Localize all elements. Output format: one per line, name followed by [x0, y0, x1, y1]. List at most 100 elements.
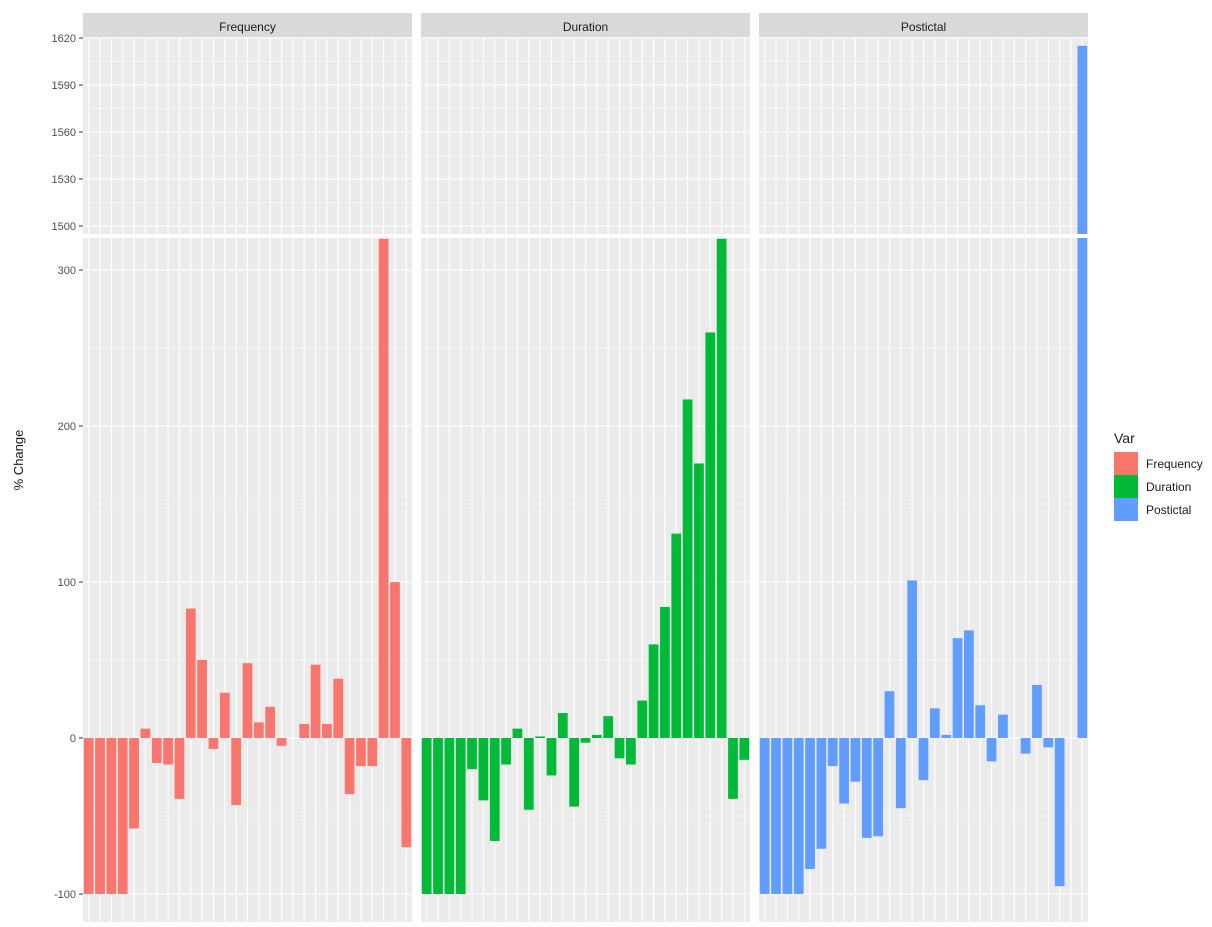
bar [106, 738, 117, 894]
bar [242, 663, 253, 738]
bar [1043, 738, 1054, 748]
bar [344, 738, 355, 795]
bar [580, 738, 591, 743]
bar [444, 738, 455, 894]
bar [95, 738, 105, 894]
bar [253, 722, 264, 738]
bar [523, 738, 534, 810]
y-tick-label: 200 [58, 421, 76, 433]
bar [964, 630, 974, 738]
bar [637, 700, 648, 738]
y-tick-label: 1620 [52, 33, 76, 45]
bar [816, 738, 827, 849]
bar [648, 644, 659, 738]
bar [929, 708, 940, 738]
bar [185, 608, 196, 738]
bar [998, 714, 1008, 738]
bar [986, 738, 997, 762]
legend-key [1114, 498, 1138, 521]
bar [501, 738, 511, 765]
y-tick-label: -100 [54, 889, 76, 901]
bar [83, 738, 94, 894]
bar [208, 738, 219, 749]
bar [591, 734, 602, 738]
bar [557, 713, 568, 738]
bar [884, 691, 895, 738]
bar [151, 738, 162, 763]
bar [759, 738, 770, 894]
bar [705, 332, 716, 738]
bar [546, 738, 557, 776]
y-axis-title: % Change [11, 430, 26, 491]
bar [455, 738, 466, 894]
bar [975, 705, 986, 738]
bar [941, 734, 952, 738]
bar [827, 738, 838, 767]
bar [569, 738, 580, 807]
bar [1054, 738, 1065, 887]
bar [299, 723, 310, 738]
y-tick-label: 0 [70, 733, 76, 745]
legend-label: Postictal [1146, 503, 1191, 517]
legend-title: Var [1114, 430, 1135, 446]
bar [163, 738, 173, 765]
bar [265, 706, 276, 738]
bar [219, 692, 230, 738]
bar [861, 738, 872, 838]
bar [401, 738, 412, 848]
facet-panel-duration: Duration [421, 13, 750, 922]
bar [739, 738, 750, 760]
bar [873, 738, 883, 837]
bar [728, 738, 738, 799]
bar [907, 580, 918, 738]
facet-strip-label: Duration [563, 20, 608, 34]
bar [716, 238, 727, 739]
bar [918, 738, 929, 781]
bar [1020, 738, 1031, 754]
bar [535, 736, 545, 738]
bar [174, 738, 185, 799]
y-tick-label: 1500 [52, 221, 76, 233]
bar [421, 738, 432, 894]
facet-strip [759, 13, 1088, 37]
bar [333, 678, 344, 738]
facet-panel-frequency: Frequency [83, 13, 412, 922]
y-tick-label: 1560 [52, 127, 76, 139]
bar [1032, 684, 1042, 738]
bar [367, 738, 378, 767]
bar [478, 738, 489, 801]
bar [197, 660, 207, 738]
bar [603, 716, 614, 738]
bar [322, 723, 332, 738]
bar [805, 738, 815, 870]
y-tick-label: 1530 [52, 174, 76, 186]
bar [433, 738, 443, 894]
bar [1077, 238, 1088, 738]
bar [489, 738, 500, 841]
y-tick-label: 1590 [52, 80, 76, 92]
bar [467, 738, 477, 770]
y-tick-label: 100 [58, 577, 76, 589]
bar [276, 738, 287, 746]
bar [626, 738, 636, 765]
bar [117, 738, 128, 894]
bar [782, 738, 793, 894]
bar [682, 399, 693, 738]
facet-strip-label: Frequency [219, 20, 276, 34]
facet-strip [83, 13, 412, 37]
bar [310, 664, 321, 738]
facet-strip-label: Postictal [901, 20, 946, 34]
bar [512, 728, 523, 738]
facet-panel-postictal: Postictal [759, 13, 1088, 922]
y-axis: 1500 1530 1560 1590 1620 -100 0 100 200 300 % Chan… [11, 33, 83, 901]
bar [793, 738, 804, 894]
legend-key [1114, 452, 1138, 475]
bar [771, 738, 781, 894]
bar-upper-segment [1077, 45, 1088, 235]
legend-label: Duration [1146, 480, 1191, 494]
bar [390, 582, 400, 738]
bar [895, 738, 906, 809]
facet-strip [421, 13, 750, 37]
legend-label: Frequency [1146, 457, 1203, 471]
